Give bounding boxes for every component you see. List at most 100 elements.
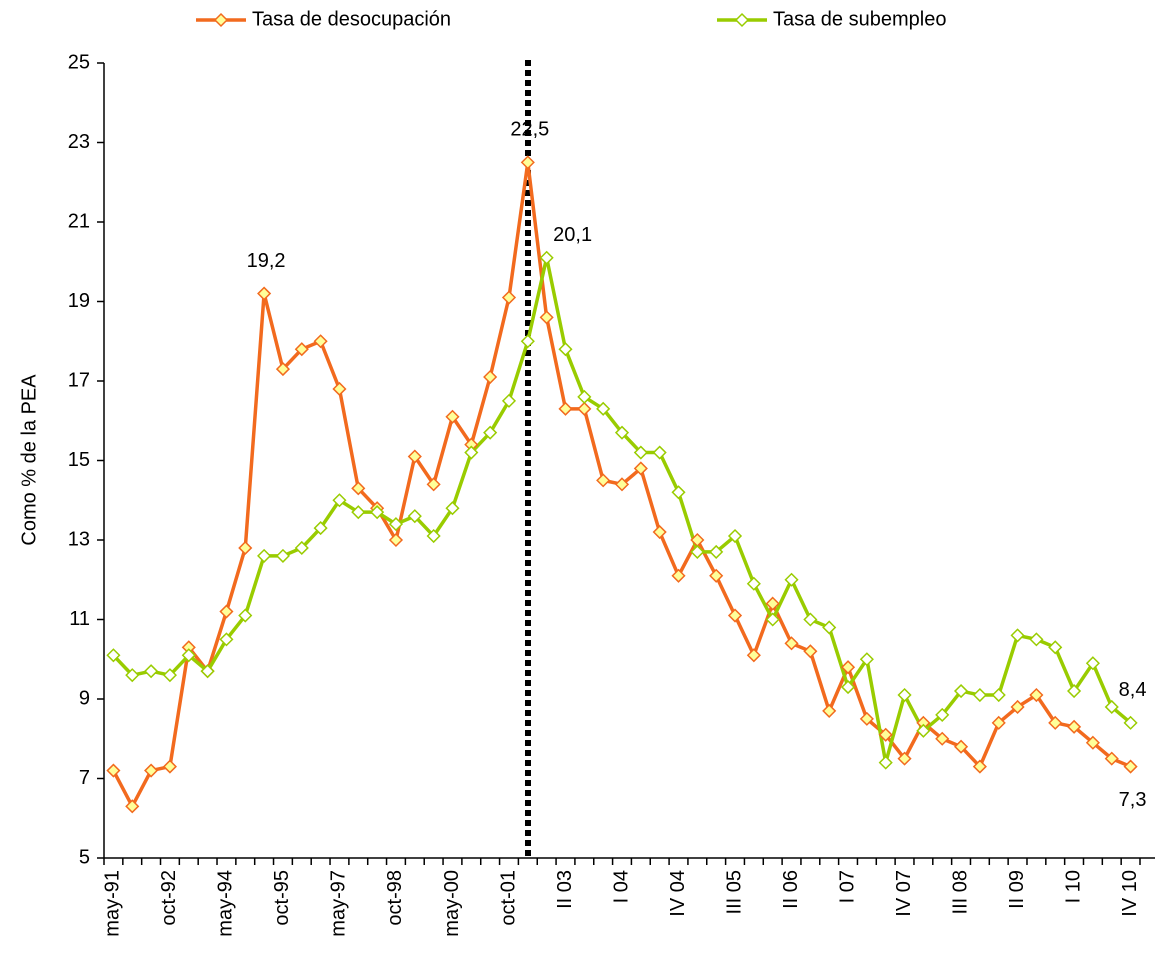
marker	[238, 608, 253, 623]
legend-label: Tasa de subempleo	[773, 8, 946, 30]
marker	[294, 342, 309, 357]
marker	[351, 505, 366, 520]
marker	[577, 389, 592, 404]
marker	[1104, 699, 1119, 715]
marker	[614, 425, 630, 440]
x-tick-label: may-94	[215, 870, 237, 937]
y-tick-label: 11	[69, 608, 90, 630]
data-label: 22,5	[510, 119, 549, 141]
y-tick-label: 25	[68, 51, 90, 73]
marker	[1048, 715, 1063, 730]
marker	[162, 668, 177, 683]
x-tick-label: I 07	[836, 870, 858, 903]
marker	[897, 751, 912, 766]
marker	[784, 636, 799, 651]
data-label: 19,2	[247, 250, 286, 272]
marker	[558, 342, 573, 357]
y-tick-label: 13	[68, 528, 90, 550]
marker	[426, 477, 441, 492]
marker	[859, 652, 874, 667]
y-axis-label: Como % de la PEA	[18, 374, 40, 546]
marker	[520, 334, 535, 349]
marker	[1029, 632, 1044, 647]
marker	[1085, 735, 1100, 750]
marker	[840, 680, 856, 695]
marker	[822, 703, 837, 718]
marker	[803, 644, 818, 659]
data-label: 20,1	[553, 224, 592, 246]
marker	[501, 290, 517, 305]
x-tick-label: II 09	[1006, 870, 1028, 909]
marker	[991, 715, 1006, 730]
marker	[1010, 699, 1025, 715]
legend-marker	[734, 12, 750, 28]
x-tick-label: IV 04	[667, 870, 689, 917]
marker	[200, 664, 215, 679]
marker	[275, 362, 291, 377]
marker	[746, 576, 761, 591]
marker	[181, 648, 196, 663]
marker	[1048, 640, 1063, 655]
marker	[1010, 628, 1025, 643]
marker	[125, 799, 140, 814]
x-tick-label: IV 07	[893, 870, 915, 917]
marker	[1067, 719, 1082, 734]
marker	[313, 521, 328, 536]
marker	[313, 334, 328, 349]
y-tick-label: 9	[79, 687, 90, 709]
marker	[539, 250, 554, 265]
marker	[991, 687, 1006, 703]
marker	[1085, 656, 1100, 671]
marker	[727, 528, 743, 544]
marker	[746, 648, 761, 663]
marker	[388, 517, 404, 532]
marker	[1123, 759, 1138, 774]
x-tick-label: may-97	[328, 870, 350, 937]
marker	[332, 381, 347, 397]
legend-label: Tasa de desocupación	[252, 8, 451, 30]
marker	[144, 763, 159, 778]
marker	[370, 505, 385, 520]
marker	[690, 544, 705, 559]
x-tick-label: oct-92	[158, 870, 180, 926]
x-tick-label: oct-95	[271, 870, 293, 926]
marker	[219, 604, 234, 619]
marker	[558, 401, 573, 416]
marker	[916, 723, 931, 738]
x-tick-label: III 08	[949, 870, 971, 914]
marker	[106, 648, 121, 663]
marker	[652, 524, 667, 540]
marker	[1067, 683, 1082, 699]
data-label: 7,3	[1119, 789, 1147, 811]
marker	[483, 425, 498, 440]
marker	[294, 540, 309, 556]
marker	[539, 310, 554, 325]
marker	[238, 540, 253, 556]
data-label: 8,4	[1119, 679, 1147, 701]
marker	[1123, 715, 1138, 730]
marker	[859, 711, 874, 726]
marker	[445, 501, 460, 516]
y-tick-label: 7	[79, 767, 90, 789]
marker	[1029, 687, 1044, 703]
marker	[671, 568, 686, 583]
marker	[822, 620, 837, 635]
marker	[407, 449, 422, 464]
legend-marker	[213, 12, 229, 28]
marker	[1104, 751, 1119, 766]
x-tick-label: I 10	[1062, 870, 1084, 903]
x-tick-label: oct-98	[384, 870, 406, 926]
marker	[709, 568, 724, 583]
series-line	[112, 256, 1132, 765]
marker	[840, 660, 856, 675]
x-tick-label: may-91	[102, 870, 124, 937]
marker	[765, 596, 780, 611]
marker	[878, 727, 893, 742]
marker	[520, 155, 535, 170]
marker	[972, 687, 987, 703]
marker	[144, 664, 159, 679]
x-tick-label: III 05	[723, 870, 745, 914]
x-tick-label: IV 10	[1119, 870, 1141, 917]
marker	[257, 286, 272, 301]
